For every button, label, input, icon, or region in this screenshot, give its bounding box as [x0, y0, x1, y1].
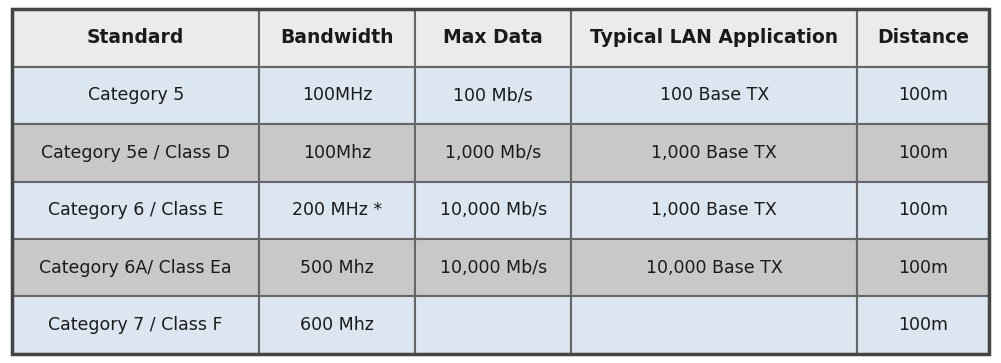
Bar: [571, 9, 858, 66]
Bar: [858, 239, 989, 297]
Text: Category 5: Category 5: [88, 86, 184, 104]
Text: 1,000 Mb/s: 1,000 Mb/s: [445, 144, 542, 162]
Text: 100 Mb/s: 100 Mb/s: [453, 86, 533, 104]
Bar: [858, 9, 989, 66]
Text: Category 7 / Class F: Category 7 / Class F: [48, 316, 223, 334]
Text: Category 5e / Class D: Category 5e / Class D: [41, 144, 230, 162]
Text: 1,000 Base TX: 1,000 Base TX: [652, 144, 777, 162]
Bar: [259, 9, 415, 66]
Text: 200 MHz *: 200 MHz *: [292, 201, 382, 219]
Bar: [415, 182, 571, 239]
Bar: [415, 66, 571, 124]
Bar: [571, 66, 858, 124]
Text: Category 6 / Class E: Category 6 / Class E: [48, 201, 223, 219]
Text: 1,000 Base TX: 1,000 Base TX: [652, 201, 777, 219]
Bar: [858, 66, 989, 124]
Bar: [415, 297, 571, 354]
Text: 100 Base TX: 100 Base TX: [660, 86, 769, 104]
Text: Standard: Standard: [87, 28, 184, 47]
Bar: [259, 182, 415, 239]
Text: 100m: 100m: [898, 201, 948, 219]
Bar: [415, 9, 571, 66]
Bar: [571, 297, 858, 354]
Bar: [12, 9, 259, 66]
Bar: [259, 66, 415, 124]
Bar: [12, 66, 259, 124]
Bar: [571, 239, 858, 297]
Text: Distance: Distance: [877, 28, 969, 47]
Text: Bandwidth: Bandwidth: [280, 28, 394, 47]
Text: 100m: 100m: [898, 86, 948, 104]
Bar: [858, 124, 989, 182]
Bar: [12, 124, 259, 182]
Text: Typical LAN Application: Typical LAN Application: [591, 28, 838, 47]
Text: 600 Mhz: 600 Mhz: [300, 316, 374, 334]
Bar: [571, 182, 858, 239]
Text: 10,000 Mb/s: 10,000 Mb/s: [439, 201, 547, 219]
Text: 100MHz: 100MHz: [302, 86, 372, 104]
Text: 10,000 Base TX: 10,000 Base TX: [646, 259, 783, 277]
Bar: [259, 297, 415, 354]
Text: 100m: 100m: [898, 144, 948, 162]
Bar: [12, 297, 259, 354]
Bar: [858, 182, 989, 239]
Bar: [858, 297, 989, 354]
Bar: [259, 239, 415, 297]
Text: Category 6A/ Class Ea: Category 6A/ Class Ea: [39, 259, 232, 277]
Text: 10,000 Mb/s: 10,000 Mb/s: [439, 259, 547, 277]
Text: Max Data: Max Data: [443, 28, 543, 47]
Bar: [12, 182, 259, 239]
Text: 100m: 100m: [898, 316, 948, 334]
Text: 500 Mhz: 500 Mhz: [300, 259, 374, 277]
Bar: [415, 239, 571, 297]
Bar: [259, 124, 415, 182]
Bar: [415, 124, 571, 182]
Text: 100Mhz: 100Mhz: [303, 144, 371, 162]
Bar: [12, 239, 259, 297]
Text: 100m: 100m: [898, 259, 948, 277]
Bar: [571, 124, 858, 182]
